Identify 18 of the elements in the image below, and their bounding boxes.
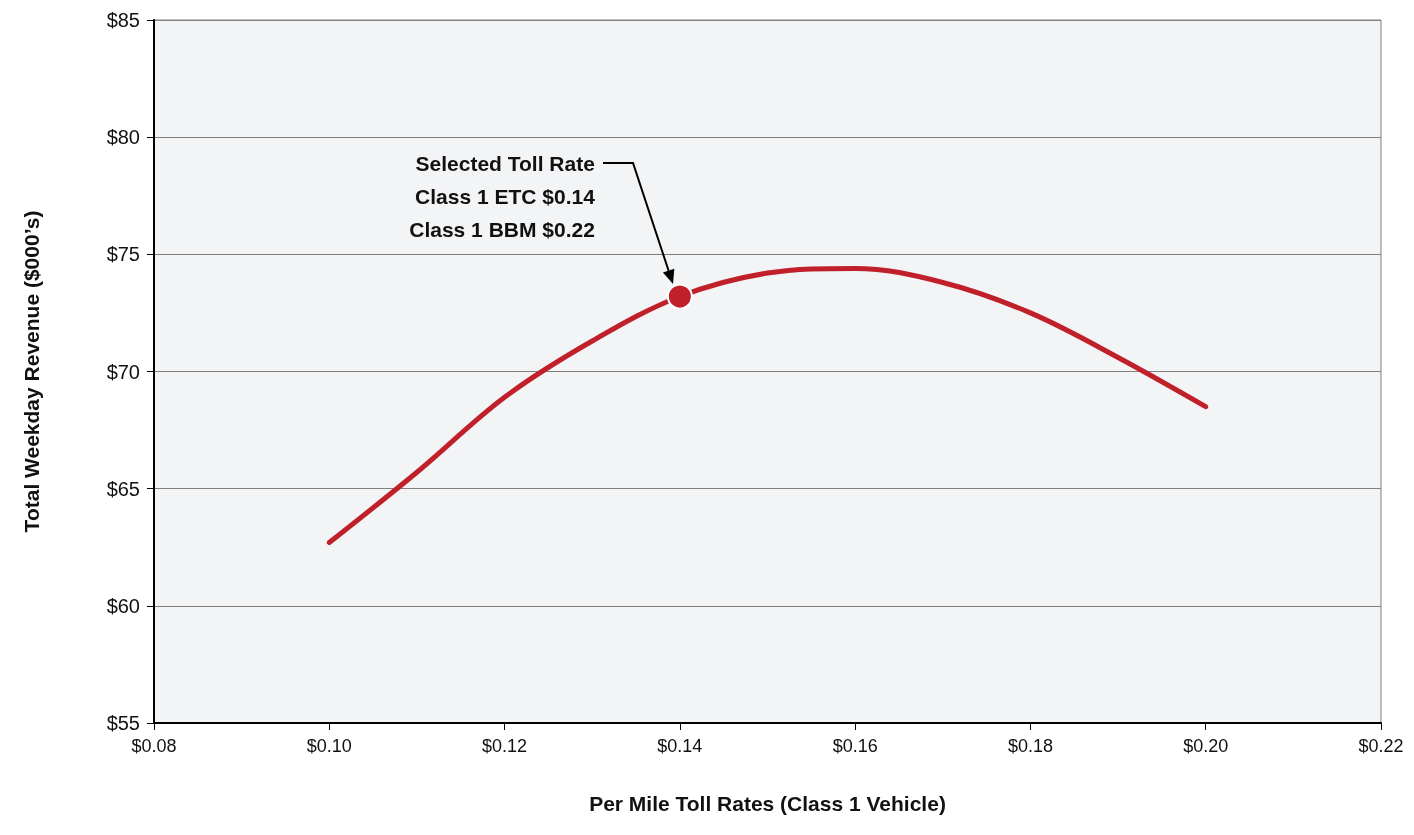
y-tick-label: $60	[106, 594, 140, 617]
x-tick-label: $0.18	[1007, 736, 1053, 756]
annotation: Selected Toll Rate Class 1 ETC $0.14 Class 1 BBM $0.22	[409, 150, 595, 243]
x-tick-label: $0.10	[306, 736, 352, 756]
x-tick-label: $0.12	[482, 736, 528, 756]
x-tick-label: $0.16	[832, 736, 878, 756]
x-axis-title: Per Mile Toll Rates (Class 1 Vehicle)	[589, 792, 946, 815]
y-axis-title: Total Weekday Revenue ($000’s)	[20, 210, 43, 533]
x-tick-label: $0.14	[657, 736, 703, 756]
y-tick-label: $85	[106, 9, 140, 31]
x-tick-label: $0.20	[1183, 736, 1229, 756]
x-tick-label: $0.22	[1358, 736, 1404, 756]
y-tick-label: $75	[106, 243, 140, 266]
x-tick-label: $0.08	[131, 736, 177, 756]
y-tick-label: $70	[106, 360, 140, 383]
y-tick-label: $80	[106, 126, 140, 149]
y-tick-label: $65	[106, 477, 140, 500]
y-tick-label: $55	[106, 712, 140, 734]
